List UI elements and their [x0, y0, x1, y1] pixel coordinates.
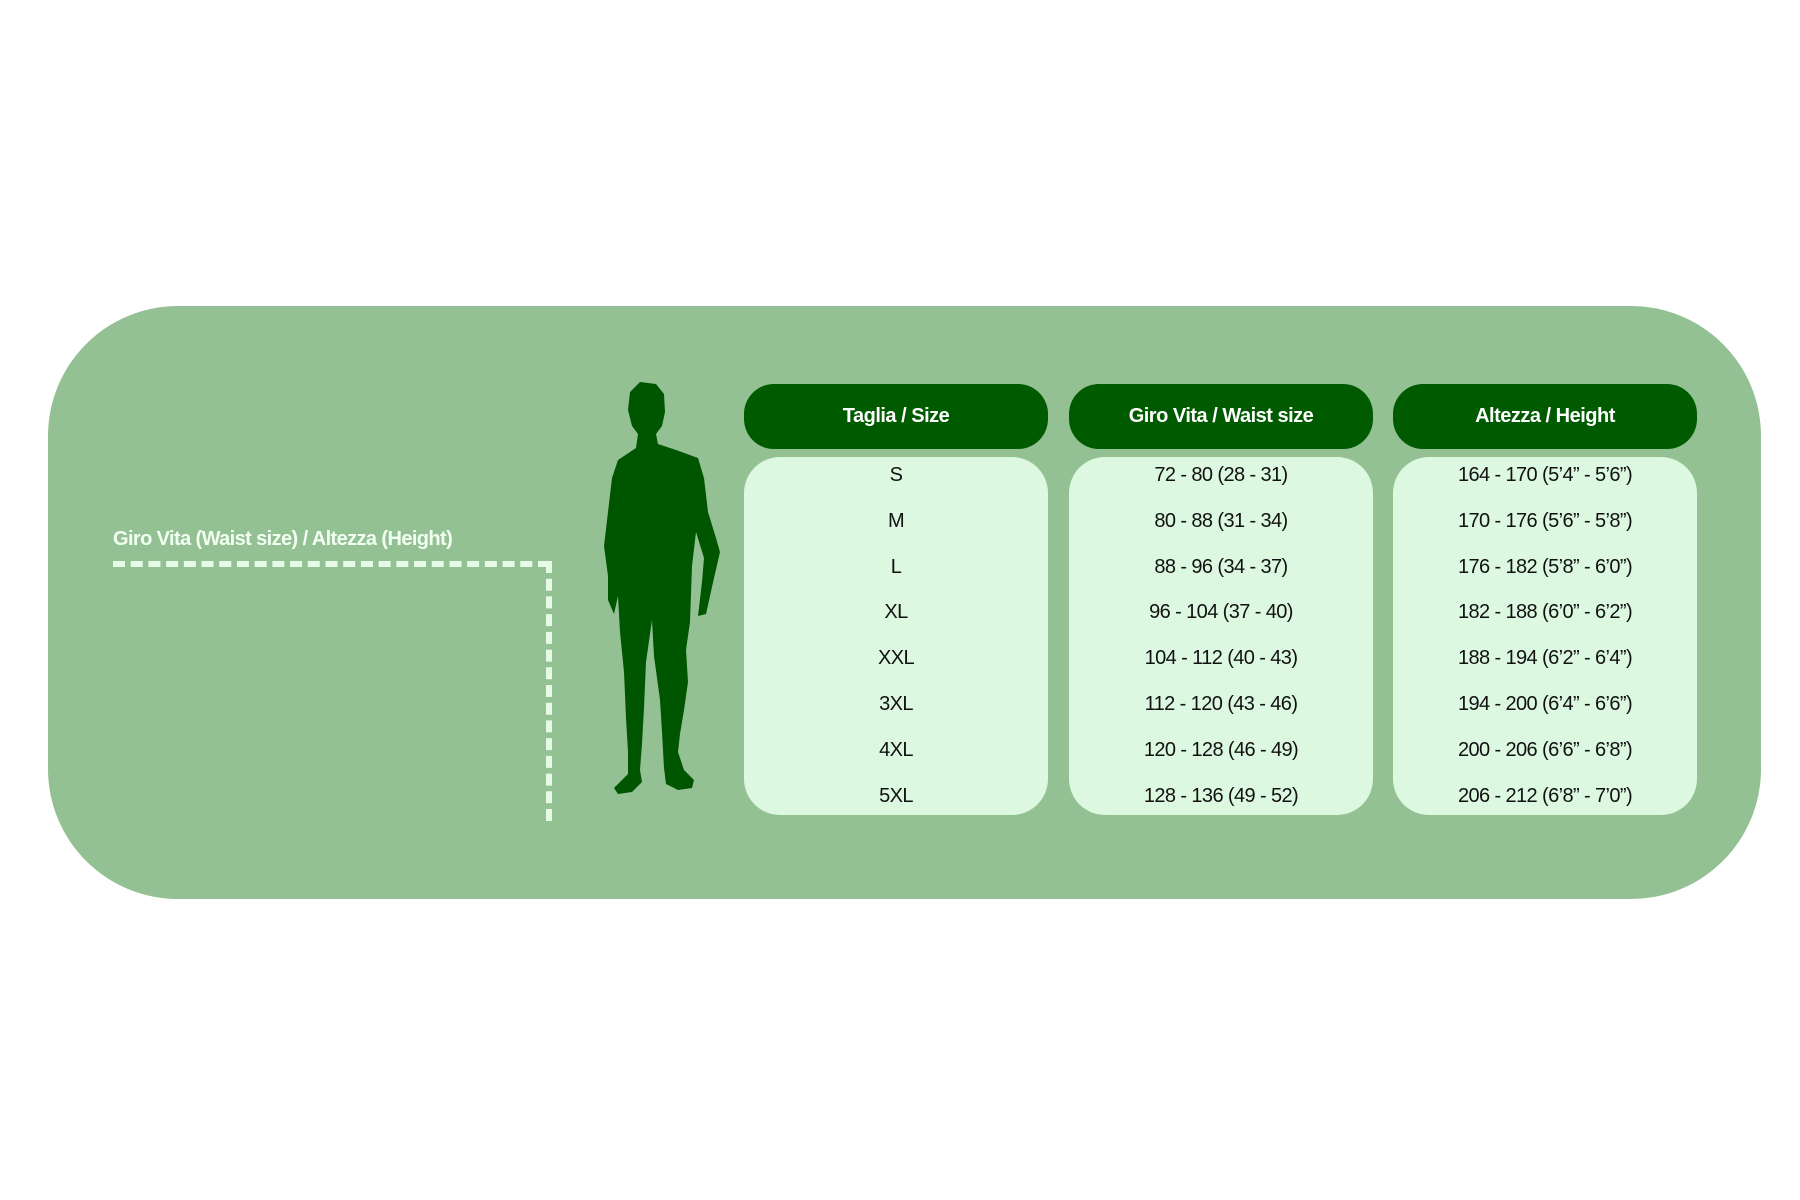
waist-cell: 104 - 112 (40 - 43): [1144, 647, 1298, 670]
measure-dashed-line-vertical: [546, 561, 552, 821]
waist-cell: 96 - 104 (37 - 40): [1149, 601, 1293, 624]
waist-cell: 120 - 128 (46 - 49): [1143, 738, 1299, 761]
size-column: S M L XL XXL 3XL 4XL 5XL: [744, 457, 1048, 815]
height-cell: 164 - 170 (5’4” - 5’6”): [1457, 464, 1633, 486]
waist-cell: 112 - 120 (43 - 46): [1144, 693, 1298, 715]
size-cell: S: [889, 464, 903, 486]
waist-cell: 72 - 80 (28 - 31): [1154, 464, 1288, 486]
man-silhouette-icon: [604, 382, 720, 794]
size-cell: M: [887, 509, 905, 532]
size-cell: 3XL: [879, 693, 913, 715]
header-waist: Giro Vita / Waist size: [1069, 384, 1373, 449]
header-waist-label: Giro Vita / Waist size: [1128, 405, 1314, 427]
waist-cell: 128 - 136 (49 - 52): [1143, 784, 1299, 807]
height-cell: 170 - 176 (5’6” - 5’8”): [1457, 509, 1633, 532]
height-cell: 206 - 212 (6’8” - 7’0”): [1457, 784, 1633, 807]
height-cell: 182 - 188 (6’0” - 6’2”): [1457, 601, 1633, 624]
height-cell: 188 - 194 (6’2” - 6’4”): [1457, 647, 1633, 670]
waist-cell: 80 - 88 (31 - 34): [1154, 509, 1288, 532]
header-height-label: Altezza / Height: [1475, 405, 1615, 427]
header-size: Taglia / Size: [744, 384, 1048, 449]
measure-dashed-line-horizontal: [113, 561, 550, 567]
header-size-label: Taglia / Size: [842, 405, 950, 427]
size-cell: XXL: [877, 647, 915, 670]
height-cell: 200 - 206 (6’6” - 6’8”): [1457, 738, 1633, 761]
size-cell: XL: [884, 601, 908, 624]
size-cell: 4XL: [879, 738, 913, 761]
measurement-label: Giro Vita (Waist size) / Altezza (Height…: [113, 528, 453, 550]
header-height: Altezza / Height: [1393, 384, 1697, 449]
height-column: 164 - 170 (5’4” - 5’6”) 170 - 176 (5’6” -…: [1393, 457, 1697, 815]
height-cell: 176 - 182 (5’8” - 6’0”): [1457, 555, 1633, 578]
size-cell: 5XL: [879, 784, 913, 807]
waist-cell: 88 - 96 (34 - 37): [1154, 555, 1288, 578]
waist-column: 72 - 80 (28 - 31) 80 - 88 (31 - 34) 88 - 9…: [1069, 457, 1373, 815]
size-cell: L: [890, 555, 902, 578]
height-cell: 194 - 200 (6’4” - 6’6”): [1457, 693, 1633, 715]
